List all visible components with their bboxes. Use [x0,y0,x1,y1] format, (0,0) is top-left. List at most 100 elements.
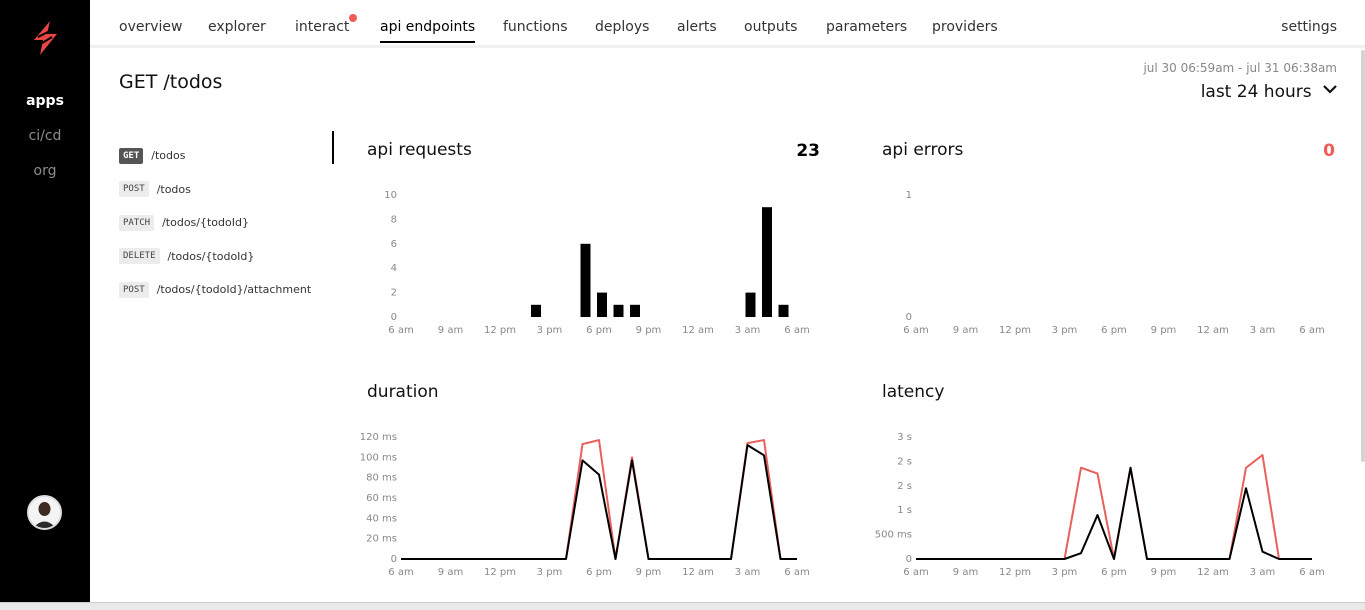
tab-outputs[interactable]: outputs [744,19,798,35]
y-tick-label: 2 [391,288,397,299]
y-tick-label: 120 ms [360,432,397,443]
user-avatar[interactable] [27,495,62,530]
x-tick-label: 3 am [735,325,760,336]
x-tick-label: 3 am [1250,325,1275,336]
y-tick-label: 20 ms [366,534,397,545]
time-range-value: last 24 hours [1200,82,1312,102]
y-tick-label: 500 ms [875,530,912,541]
method-badge: DELETE [119,248,160,265]
y-tick-label: 8 [391,214,397,225]
x-tick-label: 12 pm [484,567,516,578]
x-tick-label: 6 pm [1101,325,1127,336]
chart-bar [745,292,756,317]
page-title: GET /todos [119,71,223,93]
y-tick-label: 1 [906,190,912,201]
y-tick-label: 80 ms [366,473,397,484]
x-tick-label: 9 pm [636,567,662,578]
latency-chart-title: latency [882,382,945,402]
sidebar-item-apps[interactable]: apps [26,93,64,109]
y-tick-label: 2 s [897,481,912,492]
chart-bar [762,207,772,317]
duration-chart: 6 am 9 am 12 pm 3 pm 6 pm 9 pm 12 am 3 am 6 am 0 2… [360,432,810,578]
x-tick-label: 12 am [1197,567,1229,578]
tab-alerts[interactable]: alerts [677,19,717,35]
time-range-caption: jul 30 06:59am - jul 31 06:38am [1143,61,1337,75]
x-tick-label: 9 am [438,325,463,336]
requests-total: 23 [796,141,820,161]
x-tick-label: 3 am [735,567,760,578]
endpoint-path: /todos/{todoId} [162,216,249,230]
endpoint-path: /todos [151,149,186,163]
x-tick-label: 6 pm [586,567,612,578]
x-tick-label: 9 pm [636,325,662,336]
series-line [401,444,797,560]
sidebar-item-org[interactable]: org [33,163,57,179]
bottom-strip [0,602,1365,610]
page-scrollbar[interactable] [1361,50,1365,462]
x-tick-label: 12 pm [484,325,516,336]
top-tab-bar: overview explorer interact api endpoints… [90,0,1365,48]
active-endpoint-indicator [332,131,334,164]
y-tick-label: 3 s [897,432,912,443]
y-tick-label: 0 [906,554,912,565]
sidebar-nav: apps ci/cd org [0,84,90,189]
x-tick-label: 6 am [903,567,928,578]
y-tick-label: 60 ms [366,493,397,504]
x-tick-label: 6 am [903,325,928,336]
notification-dot-icon [349,14,358,22]
tab-api-endpoints[interactable]: api endpoints [380,19,476,43]
tab-interact-label: interact [295,19,350,35]
series-line [401,439,797,560]
errors-chart-title: api errors [882,140,964,160]
tab-providers[interactable]: providers [932,19,998,35]
x-tick-label: 12 am [682,567,714,578]
tab-functions[interactable]: functions [503,19,568,35]
endpoint-item[interactable]: PATCH /todos/{todoId} [119,206,334,240]
x-tick-label: 9 pm [1151,567,1177,578]
endpoint-item[interactable]: POST /todos [119,173,334,207]
series-line [916,466,1312,560]
requests-chart: 6 am 9 am 12 pm 3 pm 6 pm 9 pm 12 am 3 am 6 am 0 2… [384,190,809,336]
chart-bar [597,292,607,317]
chart-bar [580,243,591,317]
sidebar: apps ci/cd org [0,0,90,610]
y-tick-label: 40 ms [366,513,397,524]
x-tick-label: 12 pm [999,325,1031,336]
y-tick-label: 10 [384,190,397,201]
method-badge: PATCH [119,214,155,231]
endpoint-item[interactable]: DELETE /todos/{todoId} [119,240,334,274]
x-tick-label: 6 am [784,325,809,336]
chart-bar [531,304,541,317]
y-tick-label: 1 s [897,505,912,516]
y-tick-label: 0 [906,312,912,323]
errors-total: 0 [1323,141,1335,161]
method-badge: GET [119,147,144,164]
sidebar-item-cicd[interactable]: ci/cd [28,128,62,144]
requests-chart-title: api requests [367,140,472,160]
y-tick-label: 4 [391,263,397,274]
time-range-select[interactable]: last 24 hours [1201,82,1337,102]
endpoint-item[interactable]: POST /todos/{todoId}/attachment [119,273,334,307]
tab-parameters[interactable]: parameters [826,19,908,35]
app-logo-icon[interactable] [30,20,60,56]
x-tick-label: 6 am [388,325,413,336]
avatar-photo-icon [29,497,60,528]
x-tick-label: 9 am [953,325,978,336]
method-badge: POST [119,281,149,298]
series-line [916,454,1312,560]
x-tick-label: 6 pm [586,325,612,336]
tab-interact[interactable]: interact [295,14,358,35]
duration-chart-title: duration [367,382,439,402]
endpoint-item[interactable]: GET /todos [119,139,334,173]
tab-deploys[interactable]: deploys [595,19,650,35]
x-tick-label: 3 pm [537,325,563,336]
tab-overview[interactable]: overview [119,19,183,35]
chart-bar [630,304,640,317]
endpoint-list: GET /todos POST /todos PATCH /todos/{tod… [119,139,334,307]
tab-explorer[interactable]: explorer [208,19,266,35]
chart-bar [613,304,624,317]
x-tick-label: 3 pm [1052,325,1078,336]
tab-settings[interactable]: settings [1281,19,1337,35]
endpoint-path: /todos/{todoId}/attachment [156,283,312,297]
method-badge: POST [119,181,149,198]
